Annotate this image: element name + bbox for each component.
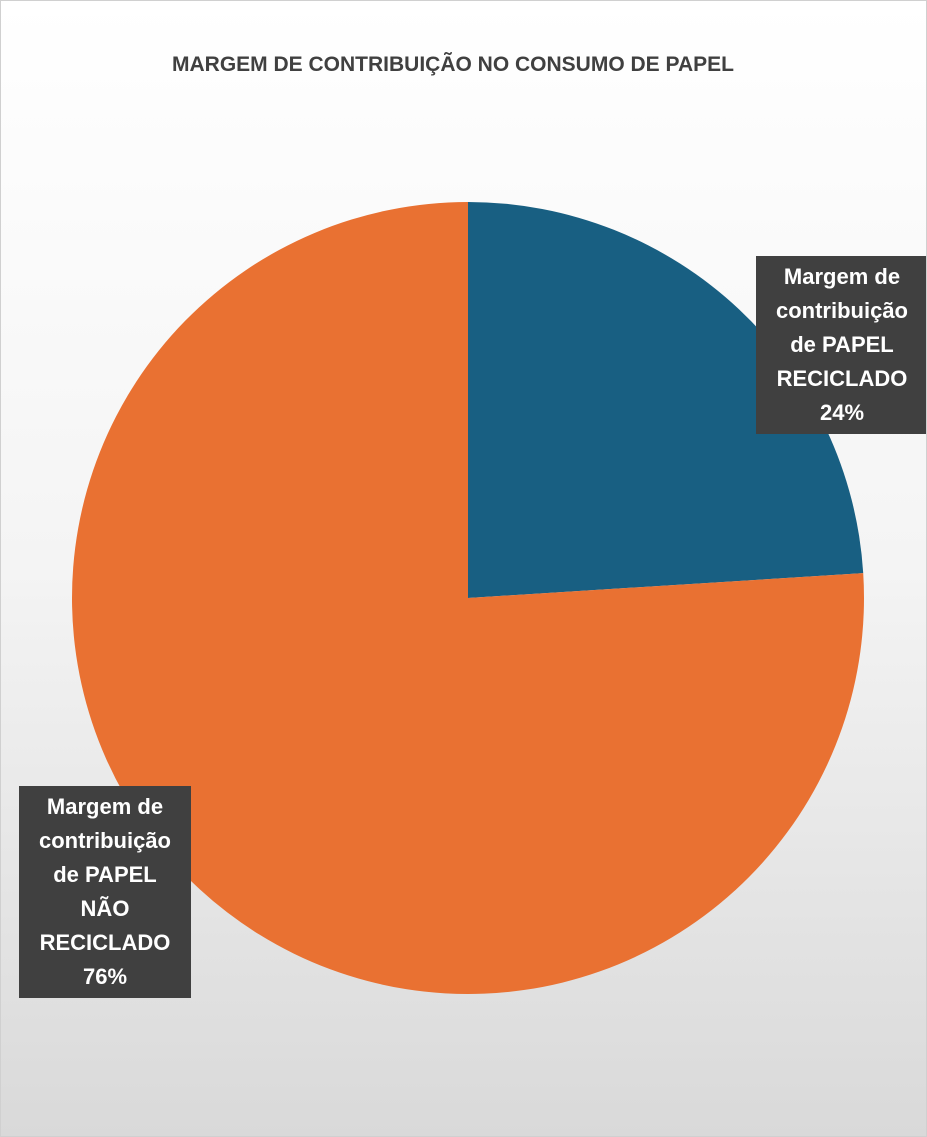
label-value: 24% — [819, 400, 865, 425]
label-category: Margem de contribuição de PAPEL RECICLAD… — [775, 264, 908, 391]
pie-slice — [468, 202, 864, 598]
data-label: Margem de contribuição de PAPEL NÃO RECI… — [19, 786, 191, 998]
data-label: Margem de contribuição de PAPEL RECICLAD… — [756, 256, 926, 434]
pie-slice — [71, 202, 864, 994]
label-category: Margem de contribuição de PAPEL NÃO RECI… — [38, 794, 171, 955]
chart-title: MARGEM DE CONTRIBUIÇÃO NO CONSUMO DE PAP… — [172, 53, 734, 76]
label-value: 76% — [82, 964, 128, 989]
